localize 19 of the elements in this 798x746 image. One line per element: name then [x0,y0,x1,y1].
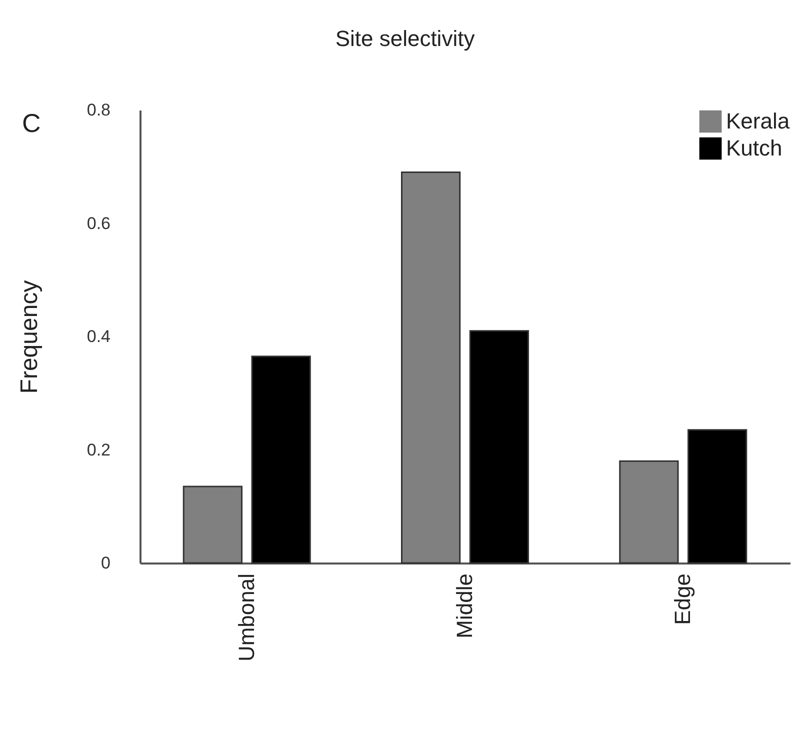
y-tick-label: 0.6 [86,214,110,233]
y-tick-label: 0.4 [86,327,110,346]
bar [688,429,748,564]
y-axis-title: Frequency [16,280,43,394]
bar [251,356,311,564]
chart-title: Site selectivity [335,26,475,51]
x-tick-label: Edge [670,574,696,625]
bar [469,330,530,564]
bar [400,172,461,564]
y-tick-label: 0 [101,554,110,572]
legend-label: Kutch [726,136,782,160]
x-tick-label: Middle [452,574,477,638]
legend-label: Kerala [726,108,790,134]
bar [619,460,679,564]
y-tick-label: 0.8 [86,100,110,120]
text: C [22,108,41,139]
bar [182,486,242,564]
x-tick-label: Umbonal [234,574,259,662]
y-tick-label: 0.2 [86,440,110,460]
